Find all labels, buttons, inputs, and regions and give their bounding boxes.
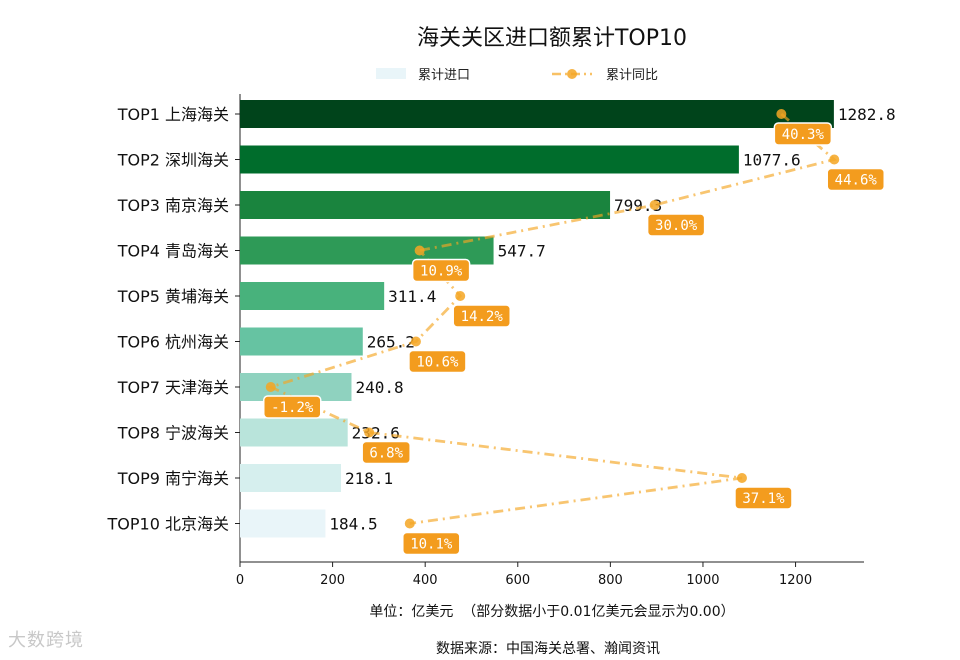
bar-value-label: 184.5	[329, 515, 377, 534]
bar-value-label: 218.1	[345, 469, 393, 488]
bar-value-label: 799.3	[614, 196, 662, 215]
yoy-point	[776, 109, 787, 119]
yoy-label-box	[361, 440, 411, 465]
yoy-label: 14.2%	[461, 309, 504, 325]
yoy-line: 40.3% 44.6% 30.0% 10.9% 14.2% 10.6% -1.2% 6.8% 3…	[263, 109, 885, 556]
yoy-label: 10.1%	[410, 537, 453, 553]
data-source: 数据来源：中国海关总署、瀚闻资讯	[436, 641, 660, 657]
chart-title: 海关关区进口额累计TOP10	[417, 26, 687, 51]
yoy-label-box	[826, 167, 885, 192]
legend: 累计进口 累计同比	[376, 68, 658, 83]
category-label: TOP6 杭州海关	[117, 333, 229, 352]
x-ticks: 0 200 400 600 800 1000 1200	[236, 562, 812, 588]
yoy-label-box	[402, 531, 461, 556]
legend-line-marker	[567, 69, 577, 79]
yoy-point	[265, 382, 276, 392]
legend-bar-label: 累计进口	[418, 68, 470, 83]
bar	[240, 464, 341, 492]
category-label: TOP9 南宁海关	[117, 469, 229, 488]
x-tick-label: 600	[505, 573, 530, 588]
yoy-label: 37.1%	[742, 491, 785, 507]
bar-value-label: 1282.8	[838, 105, 896, 124]
bar	[240, 191, 611, 219]
category-label: TOP5 黄埔海关	[117, 287, 229, 306]
bars	[240, 100, 834, 538]
yoy-point	[649, 200, 660, 210]
category-label: TOP10 北京海关	[107, 515, 229, 534]
yoy-label: 40.3%	[782, 127, 825, 143]
bar-value-label: 311.4	[388, 287, 436, 306]
x-axis-label: 单位：亿美元 （部分数据小于0.01亿美元会显示为0.00）	[369, 604, 734, 620]
x-tick-label: 1200	[779, 573, 812, 588]
bar	[240, 282, 385, 310]
category-label: TOP4 青岛海关	[117, 242, 229, 261]
category-label: TOP7 天津海关	[117, 378, 229, 397]
bar	[240, 418, 348, 447]
yoy-label-box	[734, 486, 793, 510]
legend-line-label: 累计同比	[606, 68, 658, 83]
yoy-line-path	[266, 112, 838, 525]
yoy-point	[455, 291, 466, 301]
yoy-point	[364, 427, 375, 438]
bar-value-label: 1077.6	[743, 151, 801, 170]
yoy-label: 10.9%	[420, 264, 463, 280]
yoy-label: 44.6%	[835, 173, 878, 189]
category-label: TOP8 宁波海关	[117, 424, 229, 443]
yoy-label-box	[646, 213, 706, 237]
category-label: TOP2 深圳海关	[117, 151, 229, 170]
yoy-label-box	[263, 395, 322, 419]
legend-bar-swatch	[376, 68, 406, 79]
yoy-label: -1.2%	[271, 400, 314, 416]
bar-value-label: 547.7	[498, 242, 546, 261]
yoy-label-box	[452, 304, 511, 328]
bar	[240, 100, 834, 128]
yoy-label: 30.0%	[655, 218, 698, 234]
x-tick-label: 0	[236, 573, 244, 588]
x-tick-label: 1000	[686, 573, 719, 588]
yoy-point	[414, 245, 425, 256]
x-tick-label: 200	[320, 573, 345, 588]
x-tick-label: 800	[598, 573, 623, 588]
yoy-label: 10.6%	[416, 355, 459, 371]
bar-value-label: 240.8	[355, 378, 403, 397]
category-label: TOP1 上海海关	[117, 105, 229, 124]
bar	[240, 145, 739, 174]
yoy-label-box	[773, 122, 833, 146]
bar	[240, 327, 363, 356]
category-label: TOP3 南京海关	[117, 196, 229, 215]
category-labels: TOP1 上海海关 TOP2 深圳海关 TOP3 南京海关 TOP4 青岛海关 TOP5…	[107, 105, 240, 534]
yoy-label: 6.8%	[369, 446, 403, 462]
yoy-point	[410, 336, 421, 347]
watermark: 大数跨境	[8, 630, 84, 651]
bar	[240, 509, 326, 538]
yoy-label-box	[408, 349, 467, 374]
x-tick-label: 400	[413, 573, 438, 588]
yoy-point	[736, 473, 747, 483]
yoy-point	[829, 154, 840, 165]
yoy-label-box	[411, 258, 471, 283]
yoy-point	[404, 518, 415, 529]
